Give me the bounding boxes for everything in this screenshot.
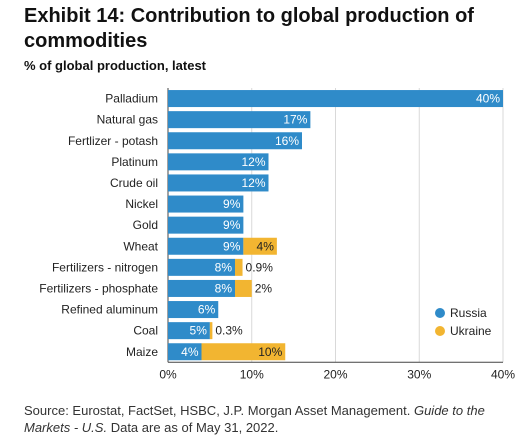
bar-russia (168, 343, 202, 361)
data-label-russia: 6% (198, 303, 216, 317)
bar-russia (168, 174, 269, 192)
category-label: Fertilizers - phosphate (39, 281, 158, 295)
data-label-ukraine: 0.9% (246, 260, 274, 274)
bar-ukraine (235, 279, 252, 297)
category-label: Fertilizers - nitrogen (52, 260, 158, 274)
bar-chart: 0% 10% 20% 30% 40% Palladium 40% Natural gas 17%… (39, 88, 515, 381)
source-note: Source: Eurostat, FactSet, HSBC, J.P. Mo… (24, 402, 524, 436)
data-label-russia: 16% (275, 134, 299, 148)
x-tick-label: 10% (240, 367, 264, 381)
legend-label: Russia (450, 306, 487, 320)
bar-russia (168, 322, 210, 340)
category-label: Palladium (105, 92, 158, 106)
data-label-russia: 8% (215, 260, 233, 274)
chart-title: Exhibit 14: Contribution to global produ… (24, 5, 474, 52)
data-label-russia: 40% (476, 92, 500, 106)
data-label-russia: 17% (283, 113, 307, 127)
category-label: Gold (133, 218, 158, 232)
data-label-russia: 8% (215, 281, 233, 295)
category-label: Fertlizer - potash (68, 134, 158, 148)
data-label-russia: 9% (223, 197, 241, 211)
data-label-russia: 9% (223, 218, 241, 232)
bar-russia (168, 301, 219, 319)
bar-ukraine (243, 237, 277, 255)
x-tick-label: 0% (159, 367, 177, 381)
data-label-ukraine: 10% (258, 345, 282, 359)
category-label: Maize (126, 345, 158, 359)
source-publication: Guide to the Markets - U.S. (24, 403, 485, 435)
data-label-russia: 5% (190, 324, 208, 338)
source-prefix: Source: Eurostat, FactSet, HSBC, J.P. Mo… (24, 403, 411, 418)
legend-label: Ukraine (450, 324, 492, 338)
data-label-russia: 9% (223, 239, 241, 253)
legend-marker (435, 326, 445, 336)
bar-russia (168, 111, 311, 129)
bar-russia (168, 279, 235, 297)
data-label-ukraine: 0.3% (215, 324, 243, 338)
category-label: Crude oil (110, 176, 158, 190)
category-label: Nickel (125, 197, 158, 211)
bar-russia (168, 237, 244, 255)
x-tick-label: 20% (323, 367, 347, 381)
bar-russia (168, 195, 244, 213)
bar-russia (168, 132, 302, 150)
legend-marker (435, 308, 445, 318)
x-tick-label: 40% (491, 367, 515, 381)
bar-russia (168, 216, 244, 234)
chart-subtitle: % of global production, latest (24, 58, 206, 73)
data-label-russia: 4% (181, 345, 199, 359)
category-label: Platinum (111, 155, 158, 169)
data-label-ukraine: 4% (257, 239, 275, 253)
bar-ukraine (209, 322, 213, 340)
bar-ukraine (201, 343, 286, 361)
category-label: Refined aluminum (61, 303, 158, 317)
category-label: Natural gas (97, 113, 158, 127)
data-label-russia: 12% (241, 155, 265, 169)
category-label: Wheat (123, 239, 158, 253)
category-label: Coal (133, 324, 158, 338)
data-label-russia: 12% (241, 176, 265, 190)
source-suffix: Data are as of May 31, 2022. (110, 420, 279, 435)
bar-russia (168, 153, 269, 171)
bar-russia (168, 90, 503, 108)
x-tick-label: 30% (407, 367, 431, 381)
bar-russia (168, 258, 235, 276)
bar-ukraine (235, 258, 243, 276)
data-label-ukraine: 2% (255, 281, 273, 295)
